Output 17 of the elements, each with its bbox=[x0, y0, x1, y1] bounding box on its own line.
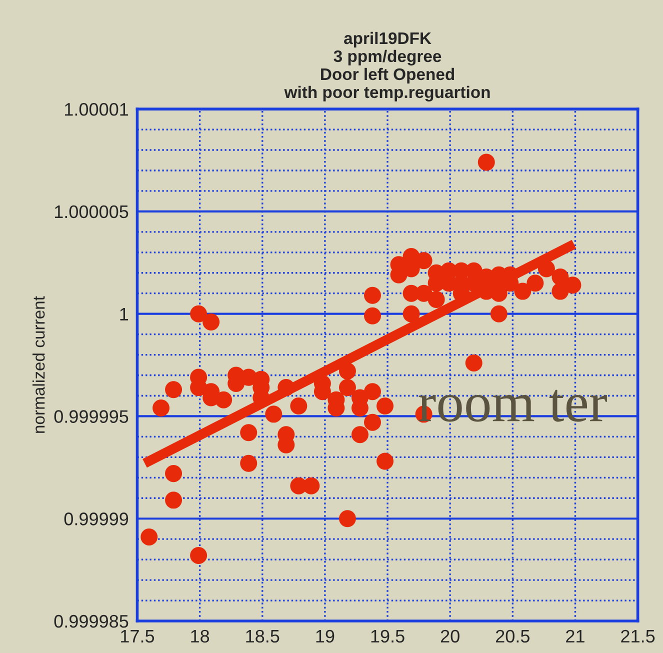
y-axis-title: normalized current bbox=[32, 296, 45, 433]
x-tick-label: 17.5 bbox=[121, 630, 154, 643]
x-tick-label: 19 bbox=[316, 630, 334, 643]
y-tick-label: 1.000005 bbox=[54, 205, 128, 218]
chart-title: april19DFK 3 ppm/degree Door left Opened with poor temp.reguartion bbox=[284, 32, 490, 102]
y-tick-label: 1.00001 bbox=[65, 102, 128, 116]
x-tick-label: 21.5 bbox=[621, 630, 655, 643]
x-tick-label: 20.5 bbox=[496, 630, 530, 643]
y-tick-label: 1 bbox=[120, 308, 128, 320]
y-tick-label: 0.99999 bbox=[64, 512, 128, 526]
y-tick-label: 0.999995 bbox=[54, 410, 128, 423]
x-tick-label: 21 bbox=[566, 630, 584, 642]
x-tick-label: 18.5 bbox=[246, 630, 280, 643]
y-tick-label: 0.999985 bbox=[54, 614, 128, 628]
x-tick-label: 20 bbox=[440, 630, 460, 643]
x-tick-label: 19.5 bbox=[371, 630, 404, 643]
x-tick-label: 18 bbox=[191, 630, 210, 643]
